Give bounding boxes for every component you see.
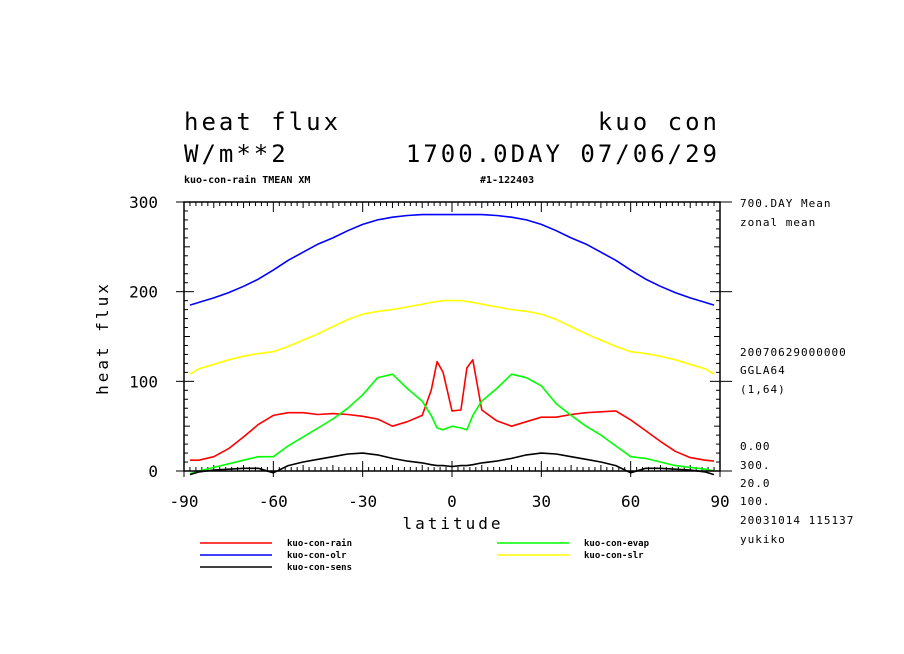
title-left: heat flux	[184, 108, 341, 136]
series-line-kuo-con-rain	[190, 358, 715, 462]
legend-label: kuo-con-evap	[584, 539, 650, 549]
side-index: (1,64)	[740, 383, 786, 396]
side-author: yukiko	[740, 533, 786, 546]
series-line-kuo-con-evap	[189, 373, 715, 475]
plot-frame	[183, 201, 721, 472]
side-datetime: 20070629000000	[740, 346, 847, 359]
tick-labels: -90 -60 -30 0 30 60 90 0 100 200 300	[129, 193, 730, 511]
time-info: 1700.0DAY 07/06/29	[406, 140, 720, 168]
series-line-kuo-con-slr	[189, 299, 715, 375]
side-param-0: 0.00	[740, 440, 771, 453]
subtitle-left: kuo-con-rain TMEAN XM	[184, 174, 310, 186]
legend-label: kuo-con-sens	[287, 563, 352, 573]
side-model: GGLA64	[740, 364, 786, 377]
x-tick-label: -30	[348, 492, 377, 511]
y-tick-label: 0	[148, 462, 158, 481]
side-mean-kind: zonal mean	[740, 216, 816, 229]
side-mean-label: 700.DAY Mean	[740, 197, 831, 210]
y-tick-label: 200	[129, 283, 158, 302]
series-lines	[189, 213, 715, 476]
x-tick-label: 30	[532, 492, 551, 511]
side-param-3: 100.	[740, 495, 771, 508]
series-line-kuo-con-sens	[189, 452, 715, 476]
title-right: kuo con	[598, 108, 720, 136]
side-param-1: 300.	[740, 459, 771, 472]
x-axis-label: latitude	[402, 514, 503, 533]
subtitle-right: #1-122403	[480, 175, 534, 186]
legend-label: kuo-con-rain	[287, 538, 352, 549]
legend-label: kuo-con-olr	[287, 551, 347, 561]
x-tick-label: 90	[710, 492, 729, 511]
side-param-2: 20.0	[740, 477, 771, 490]
legend-label: kuo-con-slr	[584, 551, 644, 561]
axis-ticks	[176, 201, 732, 477]
y-tick-label: 300	[129, 193, 158, 212]
x-tick-label: 0	[447, 492, 457, 511]
x-tick-label: -60	[259, 492, 288, 511]
x-tick-label: -90	[170, 492, 199, 511]
y-tick-label: 100	[129, 372, 158, 391]
legend: kuo-con-rain kuo-con-olr kuo-con-sens kuo-c…	[200, 538, 650, 573]
series-line-kuo-con-olr	[189, 213, 715, 306]
x-tick-label: 60	[621, 492, 640, 511]
side-created: 20031014 115137	[740, 514, 854, 527]
units-label: W/m**2	[184, 140, 289, 168]
y-axis-label: heat flux	[93, 281, 112, 395]
